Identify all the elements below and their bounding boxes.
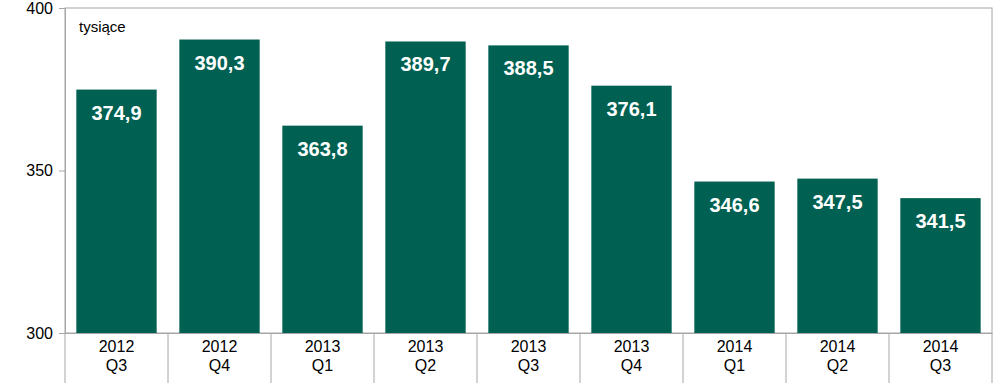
x-tick-label-line: 2014 xyxy=(717,338,753,355)
y-tick-mark xyxy=(59,8,65,9)
data-label: 374,9 xyxy=(91,102,141,124)
data-label: 363,8 xyxy=(297,138,347,160)
plot-frame xyxy=(65,8,992,333)
chart: 300 350 400 tysiące 2012 Q3 2012 Q4 2013 Q1 2013 Q2… xyxy=(0,0,996,385)
plot: 300 350 400 tysiące 2012 Q3 2012 Q4 2013 Q1 2013 Q2… xyxy=(26,0,992,383)
bar xyxy=(694,182,774,333)
x-tick-label-line: 2013 xyxy=(511,338,547,355)
x-tick-label: 2013 Q3 xyxy=(511,338,547,373)
category-separator xyxy=(992,333,993,383)
y-axis-line xyxy=(59,9,66,334)
x-tick-label-line: 2013 xyxy=(614,338,650,355)
x-tick-label: 2014 Q3 xyxy=(923,338,959,373)
x-tick-label-line: Q1 xyxy=(312,357,333,374)
data-labels: 374,9 390,3 363,8 389,7 388,5 376,1 346,6 347,5… xyxy=(91,52,965,233)
category-separator xyxy=(889,333,890,383)
y-axis: 300 350 400 xyxy=(26,0,65,342)
category-separator xyxy=(786,333,787,383)
data-label: 388,5 xyxy=(503,57,553,79)
x-tick-label-line: Q3 xyxy=(106,357,127,374)
y-tick-mark xyxy=(59,171,65,172)
y-tick: 400 xyxy=(26,0,65,17)
x-tick-label: 2013 Q2 xyxy=(408,338,444,373)
category-separator xyxy=(65,333,66,383)
x-tick-label-line: Q2 xyxy=(827,357,848,374)
data-label: 389,7 xyxy=(400,53,450,75)
data-label: 390,3 xyxy=(194,52,244,74)
bar xyxy=(179,40,259,333)
x-tick: 2013 Q1 xyxy=(305,333,341,374)
x-tick: 2013 Q4 xyxy=(614,333,650,374)
y-tick-mark xyxy=(59,333,65,334)
x-tick-label: 2014 Q1 xyxy=(717,338,753,373)
x-tick-label-line: Q3 xyxy=(518,357,539,374)
x-tick-label-line: Q4 xyxy=(621,357,642,374)
x-tick-label-line: 2012 xyxy=(202,338,238,355)
x-tick-label: 2013 Q1 xyxy=(305,338,341,373)
x-tick-label-line: Q2 xyxy=(415,357,436,374)
x-tick: 2012 Q3 xyxy=(99,333,135,374)
x-axis-line xyxy=(66,333,993,334)
x-tick: 2013 Q2 xyxy=(408,333,444,374)
data-label: 376,1 xyxy=(606,98,656,120)
category-separator xyxy=(683,333,684,383)
data-label: 347,5 xyxy=(812,191,862,213)
x-tick: 2014 Q1 xyxy=(717,333,753,374)
x-tick-label: 2012 Q4 xyxy=(202,338,238,373)
x-tick: 2012 Q4 xyxy=(202,333,238,374)
category-separator xyxy=(271,333,272,383)
category-separator xyxy=(168,333,169,383)
x-tick-label: 2013 Q4 xyxy=(614,338,650,373)
x-tick-label-line: Q1 xyxy=(724,357,745,374)
category-separator xyxy=(374,333,375,383)
x-tick-label: 2014 Q2 xyxy=(820,338,856,373)
data-label: 341,5 xyxy=(915,210,965,232)
y-tick: 300 xyxy=(26,325,65,342)
bar xyxy=(385,41,465,333)
y-tick-label: 300 xyxy=(26,325,53,342)
x-tick-label-line: Q4 xyxy=(209,357,230,374)
x-tick-label-line: 2014 xyxy=(923,338,959,355)
x-tick: 2014 Q2 xyxy=(820,333,856,374)
x-tick-label: 2012 Q3 xyxy=(99,338,135,373)
bar xyxy=(591,86,671,333)
bar xyxy=(900,198,980,333)
data-label: 346,6 xyxy=(709,194,759,216)
bars xyxy=(76,40,980,333)
bar xyxy=(282,126,362,333)
y-axis-title: tysiące xyxy=(79,18,126,35)
x-tick: 2014 Q3 xyxy=(923,333,959,374)
y-tick-label: 400 xyxy=(26,0,53,17)
x-tick-label-line: 2013 xyxy=(408,338,444,355)
x-tick: 2013 Q3 xyxy=(511,333,547,374)
y-tick: 350 xyxy=(26,162,65,179)
x-tick-label-line: Q3 xyxy=(930,357,951,374)
y-tick-label: 350 xyxy=(26,162,53,179)
bar xyxy=(488,45,568,333)
x-axis: 2012 Q3 2012 Q4 2013 Q1 2013 Q2 2013 Q3 2013 Q4 2014… xyxy=(66,333,993,374)
category-separator xyxy=(477,333,478,383)
x-tick-label-line: 2012 xyxy=(99,338,135,355)
bar xyxy=(76,90,156,333)
category-separator xyxy=(580,333,581,383)
x-tick-label-line: 2014 xyxy=(820,338,856,355)
bar xyxy=(797,179,877,333)
x-tick-label-line: 2013 xyxy=(305,338,341,355)
